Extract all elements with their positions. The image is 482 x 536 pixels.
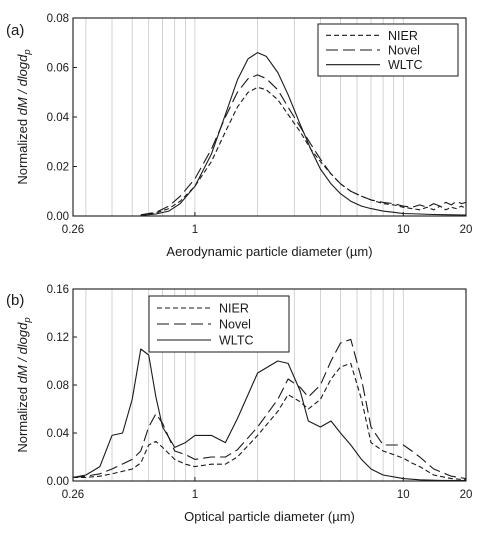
panel-b-y-axis-title-expr: dM / dlogd [15, 322, 30, 383]
panel-a-legend-label-novel: Novel [388, 44, 420, 58]
panel-b-xtick-label: 10 [397, 489, 410, 501]
panel-b-legend-label-wltc: WLTC [219, 334, 254, 348]
panel-a-legend-label-wltc: WLTC [388, 58, 423, 72]
panel-b-ytick-label: 0.08 [47, 380, 69, 392]
panel-a-ytick-label: 0.00 [47, 211, 69, 223]
panel-b-ytick-label: 0.04 [47, 428, 70, 440]
panel-b-legend-box [148, 295, 290, 353]
panel-a-xtick-label: 0.26 [62, 224, 84, 236]
panel-a-group: (a) 0.00 0.02 0.04 0.06 0.08 0.26 1 10 20 Aerodyna… [6, 13, 472, 259]
panel-b-series-nier [73, 362, 467, 481]
panel-a-series-nier [140, 86, 467, 216]
panel-b-label: (b) [6, 292, 24, 309]
panel-a-label: (a) [6, 22, 24, 39]
panel-a-xtick-label: 1 [192, 224, 198, 236]
panel-b-ytick-label: 0.00 [47, 476, 69, 488]
panel-b-legend: NIER Novel WLTC [148, 295, 290, 353]
panel-a-y-axis-title-sub: p [22, 49, 33, 55]
panel-a-ytick-label: 0.08 [47, 13, 69, 25]
panel-b-ytick-label: 0.12 [47, 332, 69, 344]
panel-a-y-axis-title: Normalized dM / dlogdp [15, 49, 33, 184]
panel-a-legend-label-nier: NIER [388, 29, 418, 43]
panel-b-y-axis-title-prefix: Normalized [15, 383, 30, 452]
panel-a-ytick-label: 0.02 [47, 162, 69, 174]
panel-a-y-axis-title-expr: dM / dlogd [15, 54, 30, 115]
panel-b-xtick-label: 0.26 [62, 489, 84, 501]
panel-a-x-axis-title: Aerodynamic particle diameter (µm) [166, 244, 372, 259]
panel-a-xtick-label: 10 [397, 224, 410, 236]
panel-b-x-axis-title: Optical particle diameter (µm) [184, 509, 355, 524]
panel-b-legend-label-novel: Novel [219, 318, 251, 332]
panel-b-series-novel [72, 338, 467, 480]
panel-b-xtick-label: 1 [192, 489, 198, 501]
panel-a-series-novel [140, 74, 467, 216]
panel-a-ytick-label: 0.04 [47, 112, 70, 124]
panel-b-y-axis-title-sub: p [22, 317, 33, 323]
panel-a-y-axis-title-prefix: Normalized [15, 115, 30, 184]
panel-a-ytick-label: 0.06 [47, 63, 69, 75]
panel-b-y-axis-title: Normalized dM / dlogdp [15, 317, 33, 452]
panel-b-legend-label-nier: NIER [219, 302, 249, 316]
panel-a-legend-box [317, 23, 459, 77]
panel-a-series-wltc [140, 52, 467, 217]
panel-a-xtick-label: 20 [460, 224, 473, 236]
panel-b-xtick-label: 20 [460, 489, 473, 501]
panel-b-series-wltc [72, 348, 467, 482]
panel-b-group: (b) 0.00 0.04 0.08 0.12 0.16 0.26 1 10 20 Optical … [6, 284, 472, 524]
panel-b-ytick-label: 0.16 [47, 284, 69, 296]
